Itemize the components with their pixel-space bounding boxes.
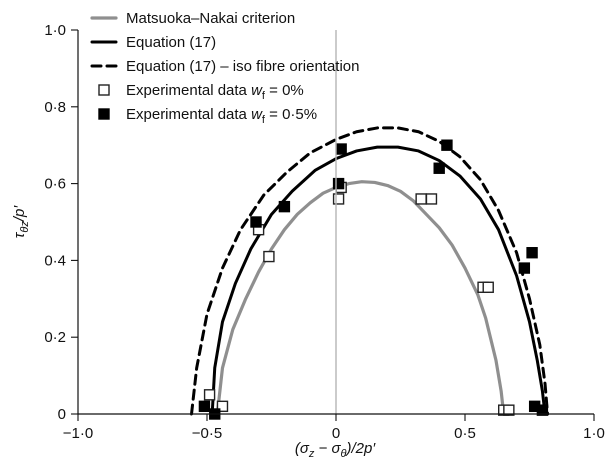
legend-label-prefix: Experimental data — [126, 82, 251, 99]
filled-square-marker — [335, 143, 347, 155]
legend-label-suffix: = 0% — [265, 82, 304, 99]
legend-label-variable: w — [251, 82, 263, 99]
x-tick-label: 0 — [332, 425, 340, 442]
legend-label-variable: w — [251, 106, 263, 123]
filled-square-marker — [441, 139, 453, 151]
x-tick-label: −0·5 — [192, 425, 222, 442]
y-axis-title-main: τ — [11, 231, 28, 238]
x-tick-label: 1·0 — [583, 425, 605, 442]
legend-label-suffix: = 0·5% — [265, 106, 317, 123]
open-square-marker — [415, 193, 427, 205]
x-axis-title-part: − σ — [314, 440, 341, 457]
x-axis-title: (σz − σθ)/2p′ — [295, 440, 377, 460]
series-group — [190, 126, 550, 416]
series-line — [215, 180, 506, 416]
y-axis-title: τθz/p′ — [11, 205, 31, 239]
filled-square-marker — [250, 216, 262, 228]
filled-square-marker — [518, 262, 531, 274]
filled-square-marker — [526, 247, 538, 259]
y-tick-label: 0 — [58, 406, 66, 423]
y-axis-title-tail: /p′ — [11, 205, 28, 223]
y-axis-title-subscript: θz — [19, 221, 31, 233]
open-square-marker — [503, 404, 515, 416]
y-tick-label: 1·0 — [44, 22, 66, 39]
x-axis-title-part: )/2p′ — [344, 440, 376, 457]
open-square-marker — [203, 389, 216, 401]
series-layer — [190, 126, 550, 420]
legend-label: Equation (17) – iso fibre orientation — [126, 58, 359, 75]
x-axis-title-part: z — [308, 448, 315, 460]
y-tick-label: 0·2 — [44, 329, 66, 346]
x-tick-label: 0·5 — [454, 425, 476, 442]
filled-square-marker — [198, 400, 211, 413]
legend-layer: Matsuoka–Nakai criterion Equation (17) Equ… — [90, 10, 359, 126]
filled-square-marker — [332, 177, 345, 190]
open-square-marker — [332, 193, 345, 205]
legend-label: Matsuoka–Nakai criterion — [126, 10, 295, 27]
series-group — [203, 181, 515, 416]
legend-marker-open-square — [98, 84, 110, 96]
dashed-series-line — [190, 126, 550, 416]
legend-label-subscript: f — [262, 90, 266, 102]
series-group — [215, 180, 506, 416]
y-tick-label: 0·8 — [44, 99, 66, 116]
filled-square-marker — [433, 162, 445, 174]
label-layer: τθz/p′(σz − σθ)/2p′ — [11, 205, 376, 460]
y-tick-label: 0·4 — [44, 252, 66, 269]
legend-label-prefix: Experimental data — [126, 106, 251, 123]
open-square-marker — [263, 250, 275, 263]
y-tick-label: 0·6 — [44, 176, 66, 193]
open-square-marker — [425, 193, 438, 205]
open-square-marker — [216, 400, 229, 413]
axes-layer: −1·0 −0·5 0 0·5 1·0 0 0·2 0·4 0·6 0·8 1·0 — [44, 22, 605, 442]
x-axis-title-part: θ — [341, 448, 347, 460]
filled-square-marker — [278, 200, 291, 213]
x-tick-label: −1·0 — [63, 425, 93, 442]
series-group — [210, 145, 547, 416]
open-square-marker — [482, 281, 494, 293]
legend-label: Experimental data wf = 0·5% — [126, 106, 317, 126]
legend-label: Equation (17) — [126, 34, 216, 51]
legend-marker-filled-square — [98, 108, 110, 120]
x-axis-title-part: (σ — [295, 440, 310, 457]
legend-label-subscript: f — [262, 114, 266, 126]
legend-label: Experimental data wf = 0% — [126, 82, 304, 102]
filled-square-marker — [536, 404, 549, 416]
series-line — [210, 145, 547, 416]
